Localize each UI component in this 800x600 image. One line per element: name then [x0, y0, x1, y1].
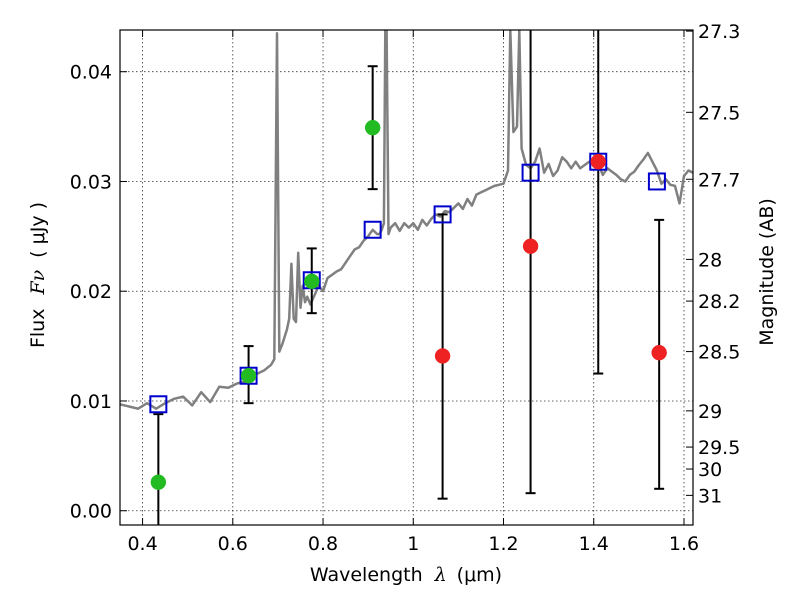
plot-area	[120, 30, 693, 525]
y-tick-label: 0.03	[70, 171, 112, 193]
x-tick-label: 0.6	[218, 533, 248, 555]
x-axis-label-symbol: λ	[434, 564, 447, 586]
x-axis-label-unit: (μm)	[457, 564, 502, 586]
y-tick-label: 0.00	[70, 501, 112, 523]
photometry-point	[522, 238, 539, 254]
x-tick-label: 1	[407, 533, 419, 555]
photometry-point	[304, 273, 320, 290]
y2-tick-label: 31	[698, 485, 722, 507]
y2-tick-label: 28.2	[698, 291, 740, 313]
photometry-point	[651, 344, 667, 361]
y-axis-label: Flux Fν ( μJy )	[27, 202, 49, 348]
photometry-point	[590, 153, 607, 170]
y2-tick-label: 30	[698, 459, 722, 481]
y-tick-label: 0.02	[70, 281, 112, 303]
photometry-point	[150, 474, 167, 490]
y2-tick-label: 29	[698, 401, 722, 423]
y-axis-label-symbol: Fν	[27, 269, 49, 295]
y2-tick-label: 27.7	[698, 169, 740, 191]
y2-tick-label: 29.5	[698, 437, 740, 459]
x-tick-label: 1.4	[579, 533, 609, 555]
x-tick-label: 1.6	[669, 533, 699, 555]
x-tick-label: 0.4	[127, 533, 157, 555]
x-axis-label-text: Wavelength	[310, 564, 423, 586]
spectrum-line	[120, 30, 693, 410]
photometry-point	[364, 119, 381, 136]
axes-layer: 0.4 0.6 0.8 1 1.2 1.4 1.6 0.00 0.01 0.02 0.03 0.04 2…	[70, 21, 741, 555]
grid-layer	[120, 30, 693, 525]
model-square-marker	[521, 163, 540, 182]
plot-layer	[120, 30, 693, 525]
x-axis-label: Wavelength λ (μm)	[310, 564, 502, 586]
y2-tick-label: 28	[698, 249, 722, 271]
y-axis-label-text: Flux	[27, 309, 49, 349]
x-tick-label: 1.2	[488, 533, 518, 555]
model-square-marker	[647, 172, 666, 191]
model-square-marker	[363, 220, 382, 239]
y-tick-label: 0.04	[70, 62, 112, 84]
model-square-marker	[149, 395, 168, 414]
y2-axis-label: Magnitude (AB)	[756, 198, 778, 346]
y2-tick-label: 28.5	[698, 342, 740, 364]
y2-tick-label: 27.5	[698, 102, 740, 124]
photometry-point	[434, 348, 451, 364]
x-tick-label: 0.8	[308, 533, 338, 555]
y2-tick-label: 27.3	[698, 21, 740, 43]
model-square-marker	[239, 366, 258, 385]
plot-frame	[119, 29, 694, 526]
model-square-marker	[589, 152, 608, 171]
y-axis-label-unit: ( μJy )	[27, 202, 49, 258]
y-tick-label: 0.01	[70, 391, 112, 413]
model-square-marker	[433, 205, 452, 224]
photometry-point	[240, 367, 257, 384]
